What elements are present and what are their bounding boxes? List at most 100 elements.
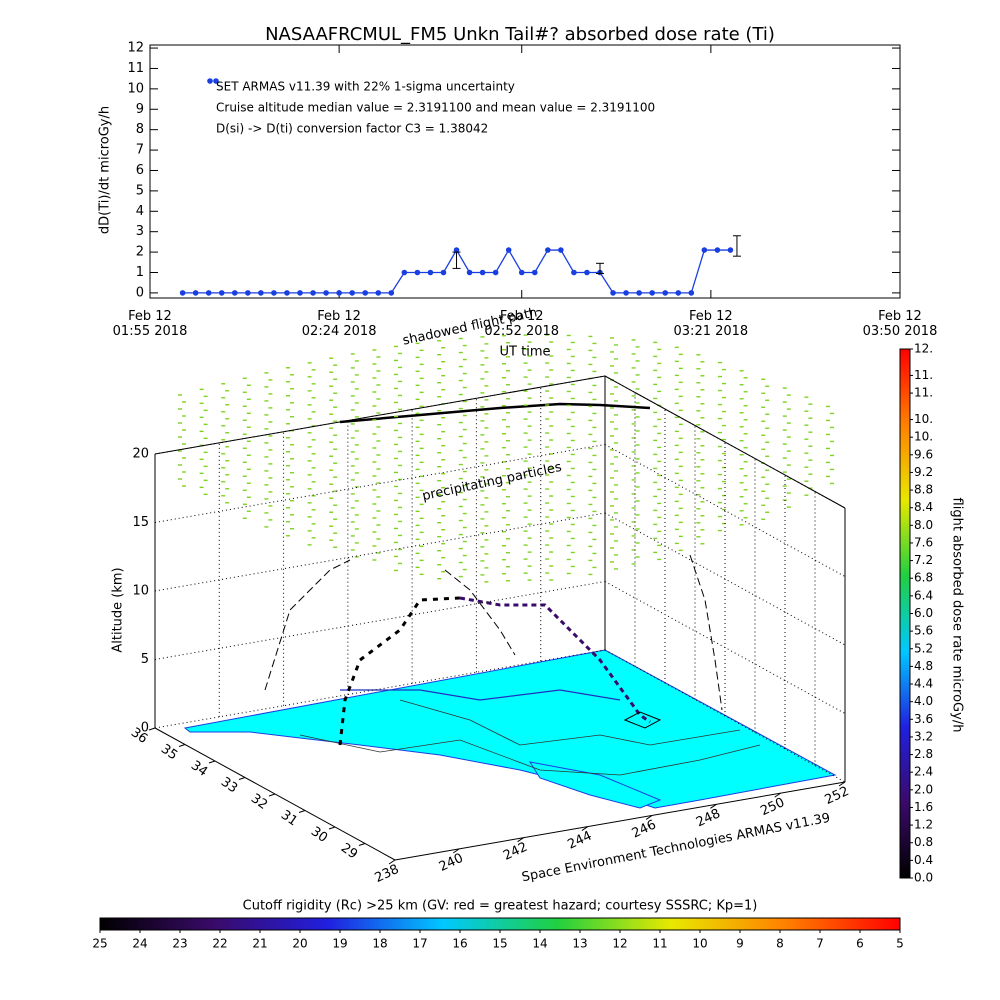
colorbar-tick-label: 6.4	[914, 588, 933, 602]
data-point	[584, 269, 590, 276]
y-tick-label: 0	[136, 285, 144, 300]
colorbar-tick-label: 10	[692, 937, 707, 951]
axis-edge	[154, 727, 396, 861]
colorbar-tick-label: 22	[212, 937, 227, 951]
data-point	[284, 290, 290, 296]
data-point	[518, 269, 525, 276]
grid-line	[154, 581, 606, 660]
data-point	[245, 290, 251, 296]
y-tick-label: 9	[136, 102, 144, 117]
data-point	[218, 290, 225, 296]
colorbar-tick-label: 6	[856, 937, 864, 951]
chart-title: NASAAFRCMUL_FM5 Unkn Tail#? absorbed dos…	[265, 24, 775, 45]
data-point	[675, 290, 682, 296]
data-point	[479, 269, 486, 276]
data-point	[401, 269, 408, 276]
y-tick	[328, 826, 336, 830]
data-point	[271, 290, 277, 296]
colorbar-tick-label: 8.4	[914, 500, 933, 514]
map-decoration	[183, 402, 837, 809]
y-tick	[208, 760, 216, 764]
colorbar-tick-label: 4.0	[914, 694, 933, 708]
legend-marker	[213, 78, 219, 84]
colorbar-tick-label: 10.	[914, 430, 933, 444]
data-point	[714, 247, 721, 253]
colorbar-tick-label: 1.6	[914, 800, 933, 814]
colorbar-tick-label: 0.8	[914, 835, 933, 849]
data-point	[336, 290, 342, 296]
y-tick	[178, 744, 186, 747]
y-tick-label: 11	[127, 61, 144, 76]
flight-path	[459, 596, 651, 724]
data-point	[362, 290, 369, 296]
colorbar-tick-label: 4.8	[914, 659, 933, 673]
data-point	[427, 269, 434, 276]
grid-line	[154, 649, 606, 729]
y-tick-label: 12	[127, 41, 144, 56]
z-axis-label: Altitude (km)	[111, 567, 126, 652]
z-tick-label: 0	[141, 721, 149, 736]
dashed-projection	[689, 554, 723, 711]
colorbar-tick-label: 24	[132, 937, 147, 951]
data-point	[192, 290, 199, 296]
data-point	[558, 247, 564, 253]
colorbar-tick-label: 9	[736, 937, 744, 951]
colorbar-tick-label: 15	[492, 937, 507, 951]
data-point	[545, 247, 551, 253]
data-point	[662, 290, 669, 296]
colorbar-tick-label: 12	[612, 937, 627, 951]
z-tick-label: 15	[132, 515, 149, 530]
colorbar	[99, 917, 901, 931]
data-point	[701, 247, 708, 253]
flight-path	[338, 596, 461, 746]
colorbar-tick-label: 8.8	[914, 483, 933, 497]
colorbar-tick-label: 25	[92, 937, 107, 951]
data-point	[453, 247, 460, 253]
colorbar-tick-label: 2.8	[914, 747, 933, 761]
particles	[178, 334, 834, 583]
colorbar-tick-label: 8.0	[914, 518, 933, 532]
data-point	[440, 269, 447, 276]
data-point	[231, 290, 238, 296]
data-point	[323, 290, 329, 296]
data-point	[388, 290, 395, 296]
colorbar-tick-label: 7	[816, 937, 824, 951]
colorbar-tick-label: 16	[452, 937, 467, 951]
data-point	[649, 290, 655, 296]
colorbar-tick-label: 2.4	[914, 765, 933, 779]
peninsula	[528, 761, 662, 809]
axis-edge	[154, 375, 606, 455]
colorbar-tick-label: 14	[532, 937, 547, 951]
y-tick-label: 6	[136, 163, 144, 178]
y-axis-label: dD(Ti)/dt microGy/h	[98, 106, 113, 234]
data-point	[505, 247, 512, 253]
colorbar-tick-label: 5	[896, 937, 904, 951]
data-point	[492, 269, 499, 276]
y-tick-label: 10	[127, 81, 144, 96]
z-tick-label: 10	[132, 584, 149, 599]
data-point	[623, 290, 629, 296]
colorbar-tick-label: 9.6	[914, 447, 933, 461]
colorbar-tick-label: 13	[572, 937, 587, 951]
x-tick-label: Feb 12 03:50 2018	[863, 309, 938, 339]
legend-marker	[207, 78, 213, 84]
data-point	[205, 290, 212, 296]
colorbar-tick-label: 18	[372, 937, 387, 951]
contour	[340, 689, 621, 701]
colorbar	[899, 348, 911, 879]
data-point	[466, 269, 473, 276]
border-line	[399, 699, 741, 746]
colorbar-tick-label: 17	[412, 937, 427, 951]
colorbar-label: Cutoff rigidity (Rc) >25 km (GV: red = g…	[243, 899, 758, 914]
y-tick-label: 3	[136, 224, 144, 239]
colorbar-tick-label: 19	[332, 937, 347, 951]
data-point	[297, 290, 303, 296]
dashed-projection	[444, 569, 516, 656]
colorbar-tick-label: 2.0	[914, 782, 933, 796]
colorbar-tick-label: 0.4	[914, 853, 933, 867]
data-point	[258, 290, 264, 296]
colorbar-tick-label: 21	[252, 937, 267, 951]
colorbar-tick-label: 4.4	[914, 677, 933, 691]
colorbar-tick-label: 7.6	[914, 535, 933, 549]
